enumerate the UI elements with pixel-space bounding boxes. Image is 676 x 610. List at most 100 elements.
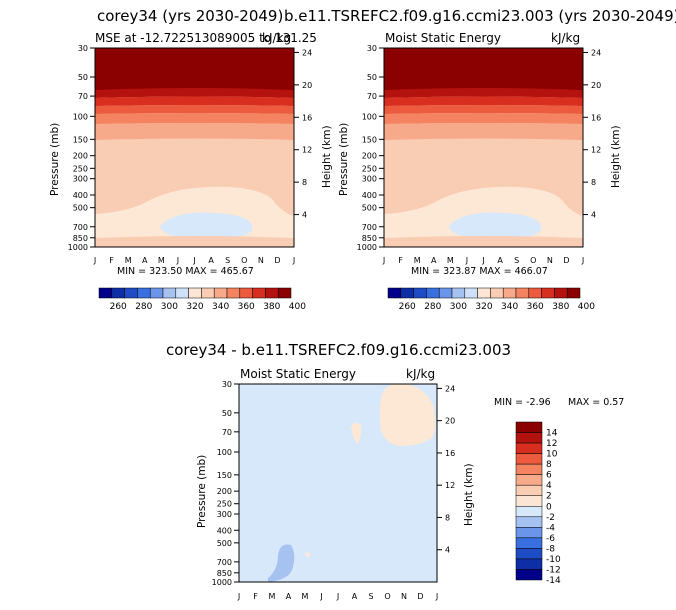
pressure-tick-label: 700 [362, 223, 377, 232]
pressure-tick-label: 50 [367, 73, 377, 82]
pressure-tick-label: 250 [73, 164, 88, 173]
height-tick-label: 8 [591, 178, 596, 187]
colorbar-label: -2 [546, 513, 555, 523]
pressure-tick-label: 1000 [68, 243, 88, 252]
month-tick-label: J [192, 256, 195, 265]
pressure-tick-label: 200 [362, 152, 377, 161]
colorbar-swatch [515, 432, 543, 444]
colorbar-label: -6 [546, 534, 555, 544]
plot-frame [238, 383, 438, 583]
colorbar-label: -10 [546, 555, 561, 565]
panel-left-height-ticks: 24 20 16 12 8 4 [294, 48, 312, 220]
plot-frame [94, 47, 295, 248]
month-tick-label: N [547, 256, 553, 265]
pressure-tick-label: 250 [362, 164, 377, 173]
month-tick-label: J [382, 256, 385, 265]
pressure-tick-label: 200 [73, 152, 88, 161]
colorbar-label: 400 [578, 302, 595, 312]
pressure-tick-label: 30 [78, 44, 88, 53]
colorbar-swatch [477, 287, 491, 299]
colorbar-swatch [515, 558, 543, 570]
colorbar-label: -14 [546, 576, 561, 586]
colorbar-swatch [137, 287, 151, 299]
panel-right-stats: MIN = 323.87 MAX = 466.07 [411, 266, 548, 277]
blue-core [449, 212, 542, 240]
month-tick-label: M [125, 256, 132, 265]
pressure-tick-label: 70 [222, 428, 232, 437]
panel-left-colorbar: 260 280 300 320 340 360 380 400 [98, 287, 306, 312]
colorbar-swatch [515, 287, 530, 299]
colorbar-swatch [515, 569, 543, 581]
colorbar-swatch [265, 287, 279, 299]
colorbar-swatch [515, 463, 543, 475]
colorbar-label: -4 [546, 523, 555, 533]
month-tick-label: D [563, 256, 569, 265]
colorbar-label: 300 [450, 302, 467, 312]
colorbar-swatch [149, 287, 164, 299]
colorbar-label: 10 [546, 450, 558, 460]
height-tick-label: 24 [302, 48, 312, 57]
month-tick-label: O [384, 592, 390, 601]
height-tick-label: 8 [445, 513, 450, 522]
colorbar-label: 8 [546, 460, 552, 470]
colorbar-swatch [541, 287, 555, 299]
height-tick-label: 20 [302, 81, 312, 90]
band-3 [95, 105, 294, 114]
pressure-tick-label: 70 [78, 92, 88, 101]
pressure-tick-label: 400 [73, 191, 88, 200]
month-tick-label: A [497, 256, 503, 265]
panel-diff-plot-area [238, 383, 438, 583]
pressure-tick-label: 150 [362, 135, 377, 144]
colorbar-label: 340 [501, 302, 518, 312]
band-4 [95, 113, 294, 124]
positive-region [379, 383, 436, 446]
pressure-tick-label: 100 [73, 112, 88, 121]
colorbar-label: 400 [289, 302, 306, 312]
pressure-tick-label: 500 [362, 204, 377, 213]
colorbar-swatch [226, 287, 241, 299]
month-tick-label: A [431, 256, 437, 265]
pressure-tick-label: 200 [217, 487, 232, 496]
colorbar-label: 260 [110, 302, 127, 312]
panel-diff-header-right: kJ/kg [406, 367, 435, 381]
colorbar-label: 300 [161, 302, 178, 312]
month-tick-label: J [292, 256, 295, 265]
panel-left-header-right: kJ/kg [262, 31, 291, 45]
colorbar-label: 260 [399, 302, 416, 312]
height-tick-label: 20 [591, 81, 601, 90]
panel-left: MSE at -12.722513089005 to 131.25 kJ/kg … [49, 31, 333, 312]
month-tick-label: J [237, 592, 240, 601]
band-upper-dark [384, 48, 583, 90]
panel-left-stats: MIN = 323.50 MAX = 465.67 [117, 266, 254, 277]
pressure-tick-label: 300 [73, 175, 88, 184]
height-tick-label: 16 [445, 449, 455, 458]
month-tick-label: S [514, 256, 519, 265]
pressure-tick-label: 100 [217, 448, 232, 457]
colorbar-swatch [515, 506, 543, 518]
month-tick-label: D [274, 256, 280, 265]
pressure-tick-label: 500 [217, 539, 232, 548]
panel-right-plot-area [383, 47, 584, 248]
height-tick-label: 4 [302, 211, 307, 220]
month-tick-label: J [435, 592, 438, 601]
positive-blob [351, 422, 362, 444]
height-tick-label: 12 [591, 146, 601, 155]
surface-band [384, 236, 583, 247]
colorbar-swatch [451, 287, 466, 299]
panel-right-header-left: Moist Static Energy [385, 31, 501, 45]
colorbar-label: 280 [135, 302, 152, 312]
blue-core [160, 212, 253, 240]
height-tick-label: 24 [591, 48, 601, 57]
colorbar-swatch [515, 474, 543, 486]
pressure-tick-label: 70 [367, 92, 377, 101]
colorbar-label: -8 [546, 544, 555, 554]
colorbar-swatch [426, 287, 440, 299]
height-tick-label: 4 [591, 211, 596, 220]
month-tick-label: J [581, 256, 584, 265]
pressure-tick-label: 850 [362, 234, 377, 243]
band-2 [384, 96, 583, 106]
